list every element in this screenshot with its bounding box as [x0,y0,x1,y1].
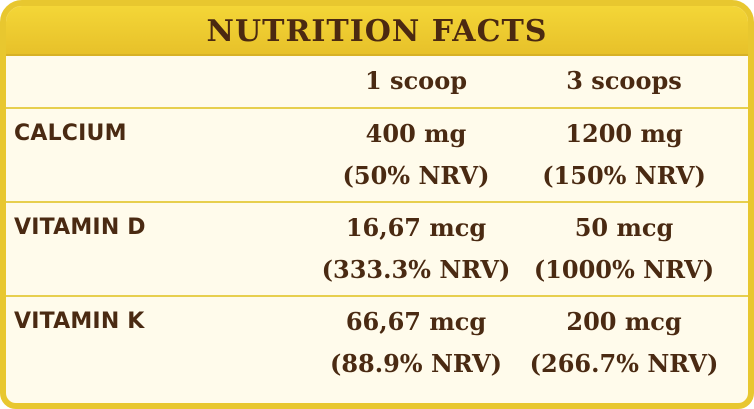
table-row-calcium: CALCIUM 400 mg (50% NRV) 1200 mg (150% N… [6,109,748,203]
cell-amount-3-scoops: 1200 mg [565,119,683,148]
title-bar: NUTRITION FACTS [6,6,748,56]
page-title: NUTRITION FACTS [206,13,548,49]
cell-amount-1-scoop: 16,67 mcg [345,213,487,242]
cell-nrv-1-scoop: (333.3% NRV) [321,255,511,284]
cell-nrv-3-scoops: (150% NRV) [542,161,706,190]
table-row-vitamin-k: VITAMIN K 66,67 mcg (88.9% NRV) 200 mcg … [6,297,748,391]
cell-amount-1-scoop: 400 mg [365,119,467,148]
column-header-3-scoops: 3 scoops [566,66,682,95]
cell-nrv-3-scoops: (266.7% NRV) [529,349,719,378]
cell-nrv-1-scoop: (88.9% NRV) [330,349,502,378]
cell-amount-3-scoops: 50 mcg [574,213,674,242]
row-label: VITAMIN K [14,309,145,334]
row-label: VITAMIN D [14,215,146,240]
cell-nrv-1-scoop: (50% NRV) [342,161,490,190]
cell-amount-3-scoops: 200 mcg [566,307,682,336]
table-row-vitamin-d: VITAMIN D 16,67 mcg (333.3% NRV) 50 mcg … [6,203,748,297]
column-header-1-scoop: 1 scoop [365,66,467,95]
cell-nrv-3-scoops: (1000% NRV) [533,255,715,284]
table-header-row: 1 scoop 3 scoops [6,54,748,109]
row-label: CALCIUM [14,121,127,146]
cell-amount-1-scoop: 66,67 mcg [345,307,487,336]
